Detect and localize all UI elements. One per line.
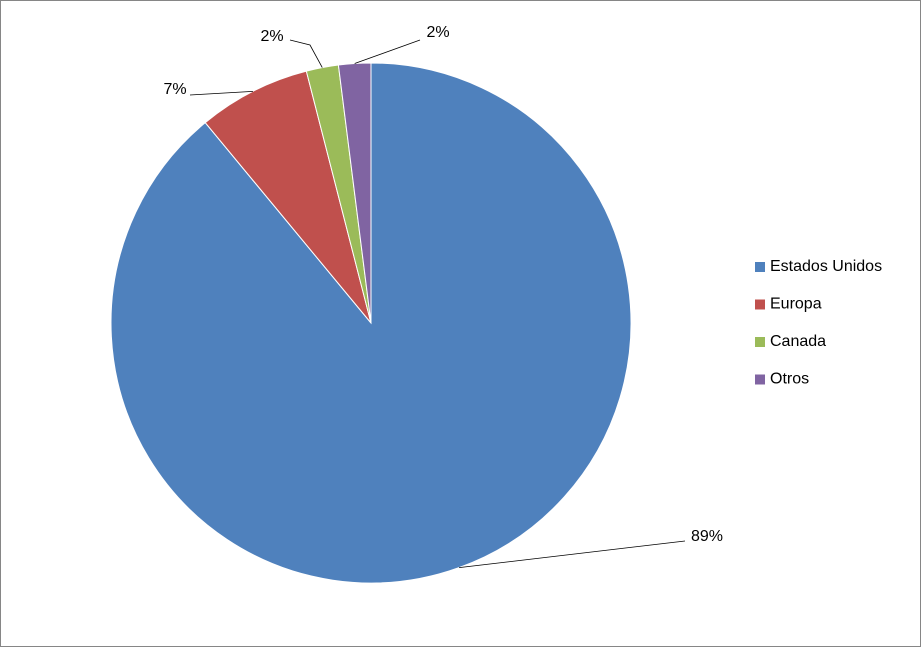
legend-label: Canada (770, 333, 826, 350)
leader-line (189, 90, 253, 96)
leader-line (289, 39, 323, 68)
leader-line (354, 39, 421, 64)
legend-swatch (755, 262, 765, 272)
legend-label: Estados Unidos (770, 258, 882, 275)
data-label: 2% (260, 28, 283, 45)
data-label: 7% (163, 81, 186, 98)
data-label: 89% (691, 528, 723, 545)
legend-label: Otros (770, 371, 809, 388)
data-label: 2% (426, 24, 449, 41)
legend-swatch (755, 337, 765, 347)
legend-label: Europa (770, 296, 822, 313)
legend-swatch (755, 299, 765, 310)
leader-line (459, 540, 686, 569)
legend-swatch (755, 374, 765, 385)
pie-slice (204, 70, 372, 324)
pie-slice (337, 62, 372, 324)
